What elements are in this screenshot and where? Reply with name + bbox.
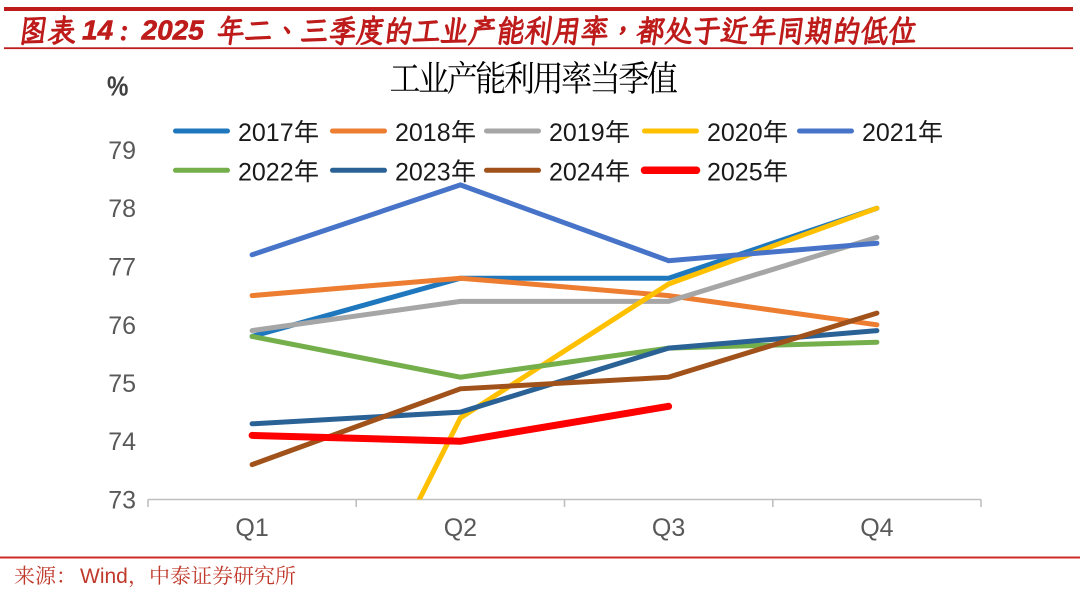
svg-text:%: %: [107, 70, 128, 102]
svg-text:2019: 2019: [549, 119, 605, 147]
svg-text:78: 78: [108, 195, 136, 223]
svg-text:79: 79: [108, 137, 136, 165]
svg-text:2024: 2024: [549, 158, 605, 186]
svg-text:Wind: Wind: [80, 565, 128, 588]
svg-text:2018: 2018: [395, 119, 451, 147]
svg-text:76: 76: [108, 312, 136, 340]
svg-text:75: 75: [108, 370, 136, 398]
svg-text:2020: 2020: [707, 119, 763, 147]
svg-text:2021: 2021: [862, 119, 918, 147]
svg-text:2025: 2025: [707, 158, 763, 186]
svg-text:Q1: Q1: [235, 514, 268, 542]
svg-text:Q3: Q3: [652, 514, 685, 542]
svg-text:2025: 2025: [141, 15, 205, 46]
svg-text:2023: 2023: [395, 158, 451, 186]
svg-text:2017: 2017: [238, 119, 294, 147]
svg-text:Q4: Q4: [860, 514, 893, 542]
svg-text:77: 77: [108, 254, 136, 282]
svg-text:2022: 2022: [238, 158, 294, 186]
svg-text:Q2: Q2: [444, 514, 477, 542]
svg-text:74: 74: [108, 428, 136, 456]
svg-text:14: 14: [82, 15, 114, 46]
svg-text:73: 73: [108, 487, 136, 515]
